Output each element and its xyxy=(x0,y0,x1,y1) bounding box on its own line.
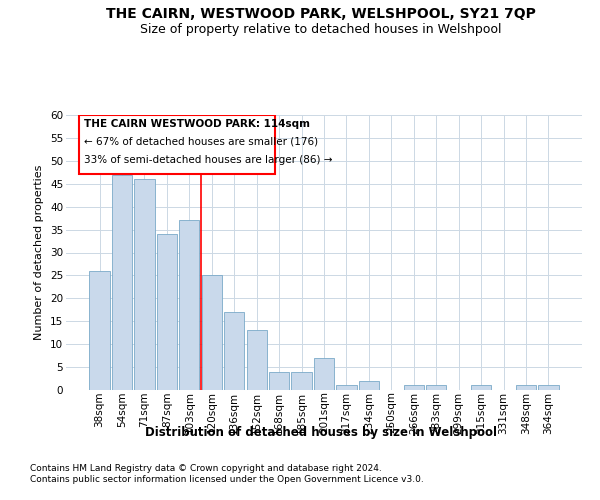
Text: ← 67% of detached houses are smaller (176): ← 67% of detached houses are smaller (17… xyxy=(84,137,318,147)
Text: Contains public sector information licensed under the Open Government Licence v3: Contains public sector information licen… xyxy=(30,475,424,484)
Bar xyxy=(359,381,379,390)
Bar xyxy=(112,174,132,390)
Bar xyxy=(247,330,267,390)
Bar xyxy=(202,276,222,390)
Bar xyxy=(269,372,289,390)
Bar xyxy=(89,271,110,390)
Text: Distribution of detached houses by size in Welshpool: Distribution of detached houses by size … xyxy=(145,426,497,439)
Bar xyxy=(314,358,334,390)
Bar xyxy=(538,386,559,390)
Bar xyxy=(134,179,155,390)
Bar xyxy=(224,312,244,390)
Bar xyxy=(292,372,311,390)
Text: Size of property relative to detached houses in Welshpool: Size of property relative to detached ho… xyxy=(140,22,502,36)
Bar xyxy=(516,386,536,390)
Bar xyxy=(426,386,446,390)
Text: 33% of semi-detached houses are larger (86) →: 33% of semi-detached houses are larger (… xyxy=(84,155,332,165)
FancyBboxPatch shape xyxy=(79,115,275,174)
Text: THE CAIRN, WESTWOOD PARK, WELSHPOOL, SY21 7QP: THE CAIRN, WESTWOOD PARK, WELSHPOOL, SY2… xyxy=(106,8,536,22)
Bar xyxy=(157,234,177,390)
Text: THE CAIRN WESTWOOD PARK: 114sqm: THE CAIRN WESTWOOD PARK: 114sqm xyxy=(84,119,310,129)
Bar xyxy=(179,220,199,390)
Text: Contains HM Land Registry data © Crown copyright and database right 2024.: Contains HM Land Registry data © Crown c… xyxy=(30,464,382,473)
Y-axis label: Number of detached properties: Number of detached properties xyxy=(34,165,44,340)
Bar xyxy=(471,386,491,390)
Bar xyxy=(404,386,424,390)
Bar xyxy=(337,386,356,390)
